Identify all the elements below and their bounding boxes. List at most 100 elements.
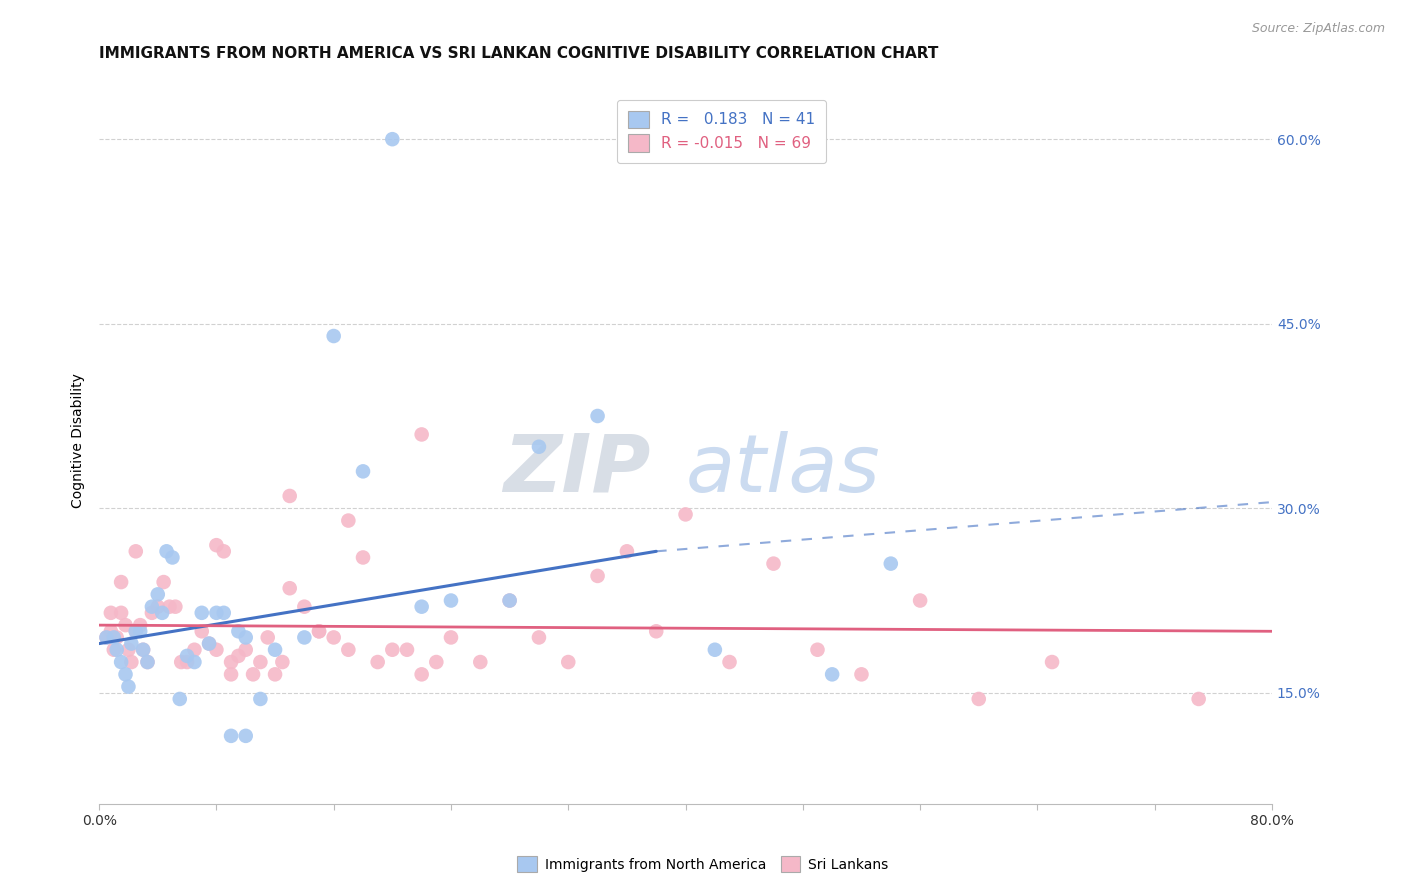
Point — [337, 642, 360, 657]
Point — [141, 606, 163, 620]
Point — [198, 637, 221, 651]
Text: atlas: atlas — [686, 431, 880, 508]
Point — [125, 544, 148, 558]
Point — [762, 557, 785, 571]
Point — [205, 538, 228, 552]
Point — [132, 642, 155, 657]
Point — [675, 508, 697, 522]
Point — [190, 624, 212, 639]
Point — [411, 599, 433, 614]
Point — [117, 642, 139, 657]
Point — [150, 606, 173, 620]
Point — [110, 606, 132, 620]
Point — [132, 642, 155, 657]
Point — [183, 642, 205, 657]
Point — [322, 631, 344, 645]
Point — [308, 624, 330, 639]
Text: IMMIGRANTS FROM NORTH AMERICA VS SRI LANKAN COGNITIVE DISABILITY CORRELATION CHA: IMMIGRANTS FROM NORTH AMERICA VS SRI LAN… — [100, 46, 938, 62]
Point — [205, 642, 228, 657]
Point — [880, 557, 903, 571]
Point — [249, 655, 271, 669]
Point — [292, 599, 315, 614]
Point — [703, 642, 725, 657]
Point — [100, 606, 122, 620]
Point — [470, 655, 492, 669]
Point — [205, 606, 228, 620]
Legend: Immigrants from North America, Sri Lankans: Immigrants from North America, Sri Lanka… — [512, 851, 894, 878]
Point — [136, 655, 159, 669]
Point — [242, 667, 264, 681]
Point — [183, 655, 205, 669]
Point — [146, 599, 169, 614]
Point — [235, 729, 257, 743]
Point — [100, 624, 122, 639]
Point — [190, 606, 212, 620]
Point — [114, 667, 136, 681]
Point — [292, 631, 315, 645]
Point — [117, 680, 139, 694]
Point — [527, 440, 550, 454]
Point — [586, 569, 609, 583]
Point — [105, 642, 128, 657]
Point — [169, 692, 191, 706]
Point — [125, 624, 148, 639]
Point — [806, 642, 828, 657]
Point — [141, 599, 163, 614]
Point — [527, 631, 550, 645]
Point — [278, 489, 301, 503]
Point — [219, 667, 242, 681]
Point — [395, 642, 418, 657]
Point — [110, 655, 132, 669]
Point — [337, 514, 360, 528]
Point — [110, 575, 132, 590]
Point — [1188, 692, 1211, 706]
Point — [586, 409, 609, 423]
Legend: R =   0.183   N = 41, R = -0.015   N = 69: R = 0.183 N = 41, R = -0.015 N = 69 — [617, 100, 827, 162]
Point — [146, 587, 169, 601]
Y-axis label: Cognitive Disability: Cognitive Disability — [72, 373, 86, 508]
Point — [425, 655, 447, 669]
Text: ZIP: ZIP — [503, 431, 651, 508]
Point — [264, 667, 287, 681]
Point — [103, 642, 125, 657]
Point — [411, 427, 433, 442]
Point — [1040, 655, 1063, 669]
Point — [125, 624, 148, 639]
Point — [278, 581, 301, 595]
Point — [352, 464, 374, 478]
Point — [103, 631, 125, 645]
Point — [219, 655, 242, 669]
Point — [367, 655, 389, 669]
Point — [616, 544, 638, 558]
Point — [440, 593, 463, 607]
Point — [411, 667, 433, 681]
Point — [120, 655, 142, 669]
Point — [381, 132, 404, 146]
Point — [235, 631, 257, 645]
Point — [96, 631, 118, 645]
Point — [352, 550, 374, 565]
Point — [851, 667, 873, 681]
Point — [498, 593, 520, 607]
Point — [198, 637, 221, 651]
Point — [155, 544, 177, 558]
Point — [718, 655, 741, 669]
Point — [908, 593, 931, 607]
Point — [136, 655, 159, 669]
Point — [322, 329, 344, 343]
Point — [96, 631, 118, 645]
Point — [381, 642, 404, 657]
Point — [105, 631, 128, 645]
Point — [176, 655, 198, 669]
Point — [271, 655, 294, 669]
Point — [162, 550, 184, 565]
Point — [440, 631, 463, 645]
Point — [557, 655, 579, 669]
Point — [170, 655, 193, 669]
Point — [165, 599, 187, 614]
Point — [256, 631, 278, 645]
Point — [212, 606, 235, 620]
Point — [159, 599, 181, 614]
Text: Source: ZipAtlas.com: Source: ZipAtlas.com — [1251, 22, 1385, 36]
Point — [498, 593, 520, 607]
